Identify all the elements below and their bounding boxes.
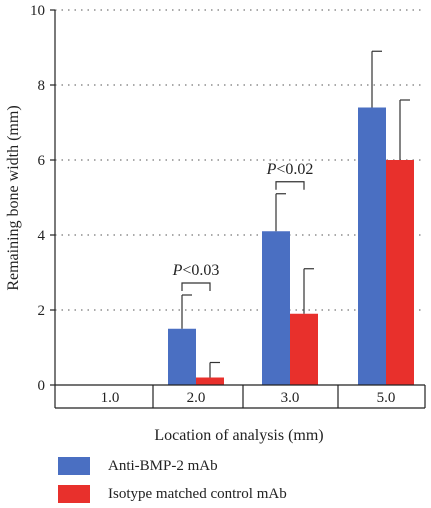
annotations: P<0.03 P<0.02 — [172, 161, 314, 291]
tick-labels: 0 2 4 6 8 10 1.0 2.0 3.0 5.0 — [30, 3, 426, 408]
x-tick-label: 3.0 — [281, 390, 300, 406]
y-tick-label: 0 — [38, 378, 46, 394]
legend-label: Isotype matched control mAb — [108, 485, 287, 502]
x-tick-label: 5.0 — [377, 390, 396, 406]
legend: Anti-BMP-2 mAb Isotype matched control m… — [58, 452, 287, 508]
legend-item-anti-bmp2: Anti-BMP-2 mAb — [58, 452, 287, 480]
x-tick-label: 1.0 — [101, 390, 120, 406]
legend-swatch — [58, 485, 90, 503]
bar — [386, 160, 414, 385]
bar — [168, 328, 196, 385]
x-axis-label: Location of analysis (mm) — [154, 427, 323, 444]
legend-item-isotype-control: Isotype matched control mAb — [58, 480, 287, 508]
axes — [54, 10, 425, 409]
legend-label: Anti-BMP-2 mAb — [108, 457, 218, 474]
p-value-label: P<0.02 — [266, 161, 314, 178]
x-tick-label: 2.0 — [187, 390, 206, 406]
y-tick-label: 6 — [38, 153, 46, 169]
y-tick-label: 8 — [38, 78, 46, 94]
bar — [290, 313, 318, 385]
y-tick-label: 4 — [38, 228, 46, 244]
bar — [358, 107, 386, 385]
legend-swatch — [58, 457, 90, 475]
significance-bracket — [181, 282, 211, 291]
significance-bracket — [275, 181, 305, 190]
error-bars — [181, 50, 410, 378]
bar — [196, 377, 224, 385]
y-axis-label: Remaining bone width (mm) — [5, 105, 22, 290]
p-value-label: P<0.03 — [172, 262, 220, 279]
bars — [168, 107, 414, 385]
bar — [262, 231, 290, 385]
y-tick-label: 2 — [38, 303, 46, 319]
y-tick-label: 10 — [30, 3, 45, 19]
